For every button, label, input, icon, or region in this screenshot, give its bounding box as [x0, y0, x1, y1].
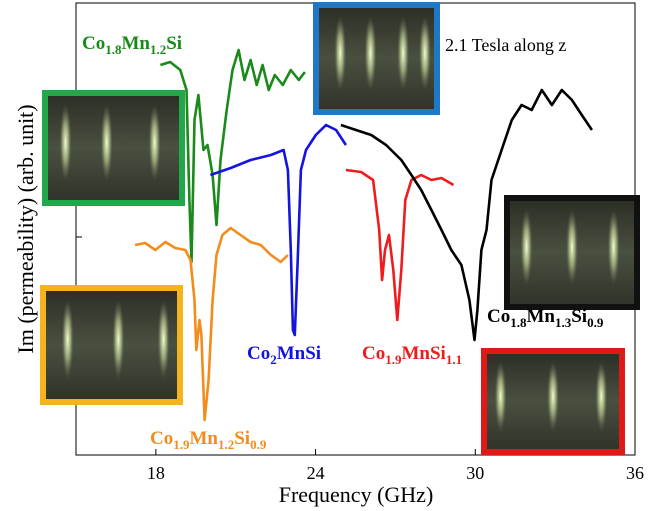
label-part: 0.9: [587, 315, 604, 330]
diffraction-streak: [148, 104, 161, 181]
y-axis-label: Im (permeability) (arb. unit): [13, 104, 38, 353]
label-part: 1.9: [173, 437, 190, 452]
label-part: Mn: [121, 33, 150, 54]
label-part: 1.8: [105, 42, 122, 57]
x-tick-label: 18: [147, 463, 165, 483]
diffraction-streak: [59, 104, 72, 181]
label-part: 1.1: [446, 352, 462, 367]
label-part: 1.2: [150, 42, 166, 57]
series-label: Co1.9MnSi1.1: [362, 343, 462, 367]
insets: [40, 2, 640, 455]
label-part: 1.8: [510, 315, 527, 330]
diffraction-streak: [100, 104, 113, 181]
diffraction-streak: [61, 299, 74, 380]
label-part: Co: [82, 33, 105, 54]
series-line: [345, 168, 455, 322]
label-part: MnSi: [277, 343, 321, 364]
series-label: Co1.9Mn1.2Si0.9: [150, 428, 267, 452]
series-label: Co2MnSi: [247, 343, 321, 367]
annotation: 2.1 Tesla along z: [445, 35, 566, 55]
diffraction-streak: [364, 15, 377, 91]
diffraction-streak: [334, 15, 347, 91]
diffraction-streak: [494, 361, 507, 432]
x-tick-label: 24: [307, 463, 325, 483]
diffraction-streak: [566, 208, 578, 286]
label-part: 1.3: [555, 315, 572, 330]
label-part: MnSi: [401, 343, 445, 364]
diffraction-streak: [607, 208, 620, 286]
inset-image: [313, 2, 440, 115]
label-part: 0.9: [250, 437, 267, 452]
label-part: Co: [362, 343, 385, 364]
label-part: 1.9: [385, 352, 402, 367]
series-line: [134, 226, 289, 422]
series-label: Co1.8Mn1.3Si0.9: [487, 306, 604, 330]
label-part: Si: [234, 428, 250, 449]
label-part: Mn: [526, 306, 555, 327]
series-line: [160, 48, 306, 264]
label-part: 1.2: [218, 437, 234, 452]
diffraction-streak: [112, 299, 125, 380]
series-label: Co1.8Mn1.2Si: [82, 33, 182, 57]
diffraction-streak: [520, 208, 533, 286]
x-tick-label: 36: [626, 463, 644, 483]
label-part: Si: [166, 33, 182, 54]
diffraction-streak: [595, 361, 608, 432]
series-line: [340, 88, 593, 342]
label-part: Co: [150, 428, 173, 449]
label-part: Co: [247, 343, 270, 364]
x-axis-label: Frequency (GHz): [279, 482, 434, 507]
label-part: Mn: [189, 428, 218, 449]
x-tick-label: 30: [466, 463, 484, 483]
diffraction-streak: [547, 361, 559, 432]
label-part: 2: [270, 352, 277, 367]
label-part: Co: [487, 306, 510, 327]
series-line: [209, 123, 347, 337]
label-part: Si: [571, 306, 587, 327]
diffraction-streak: [157, 299, 170, 380]
diffraction-streak: [397, 15, 410, 91]
diffraction-streak: [418, 15, 431, 91]
